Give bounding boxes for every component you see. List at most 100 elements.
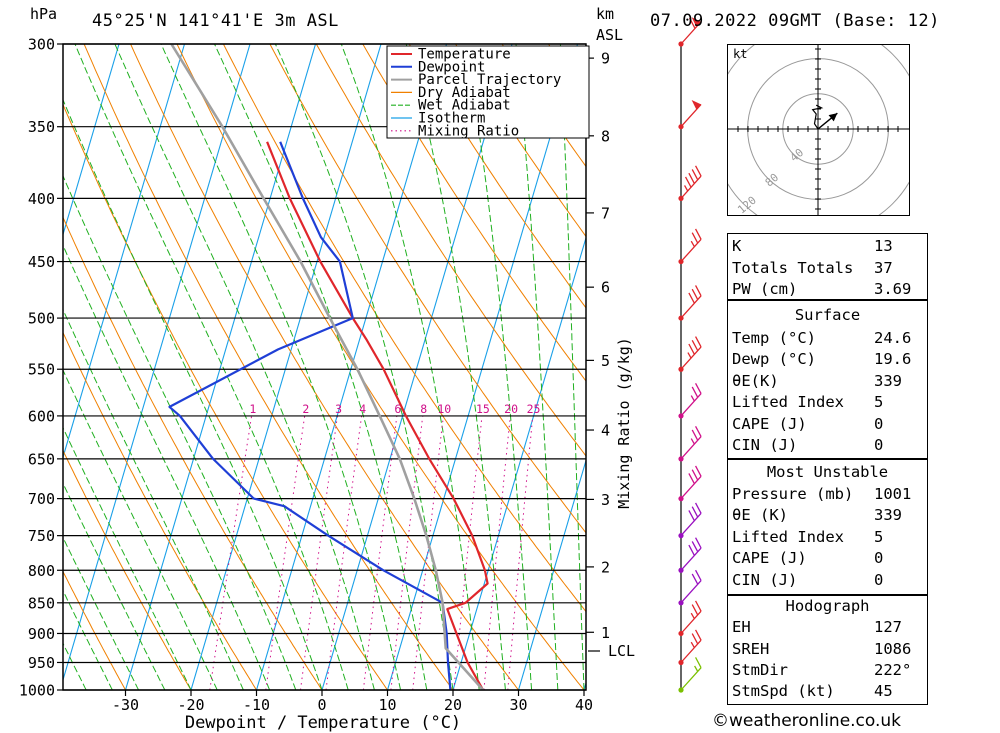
pressure-tick-label: 800 (28, 562, 55, 580)
km-tick-label: 9 (601, 50, 610, 68)
wind-barb-flag (688, 172, 695, 184)
mixing-ratio-label: 8 (420, 402, 427, 416)
wind-barb-staff (680, 610, 702, 634)
wind-barb-flag (695, 502, 702, 514)
mixing-ratio-labels: 1 2 3 4 6 8 10 15 20 25 (249, 402, 540, 416)
pressure-tick-label: 500 (28, 310, 55, 328)
surface-row: CIN (J) 0 (732, 436, 884, 454)
pressure-tick-label: 750 (28, 527, 55, 545)
wind-barb (680, 629, 702, 663)
wind-barb-flag (695, 382, 702, 394)
wind-barb-flag (695, 657, 702, 669)
wind-barb (680, 336, 702, 370)
temperature-tick-label: -30 (112, 696, 139, 714)
credit-link[interactable]: ©weatheronline.co.uk (712, 711, 902, 731)
wind-barb (680, 657, 702, 691)
km-unit-label: km (596, 5, 615, 23)
pressure-tick-label: 450 (28, 253, 55, 271)
wind-barb-staff (680, 667, 702, 691)
wind-barb-flag (695, 465, 702, 477)
surface-row: Temp (°C) 24.6 (732, 329, 912, 347)
wind-barb-flag (691, 506, 699, 518)
pw-row: PW (cm) 3.69 (732, 279, 923, 300)
wet-adiabat-line (74, 44, 349, 690)
wind-barb (680, 165, 702, 199)
wind-barb-flag (691, 169, 699, 181)
km-tick-label: 4 (601, 422, 610, 440)
temperature-tick-label: 0 (317, 696, 326, 714)
wind-barb-half-flag (690, 438, 695, 445)
dry-adiabat-line (63, 216, 323, 690)
wind-barb (680, 99, 702, 128)
dry-adiabat-line (63, 103, 388, 690)
wind-barb-flag (695, 165, 702, 177)
wind-barb-half-flag (690, 641, 695, 648)
mu-row: CAPE (J) 0 (732, 549, 884, 567)
k-index-row: K 13 (732, 236, 923, 257)
wind-barb (680, 285, 702, 319)
wind-barb-staff (680, 103, 702, 128)
wind-barb (680, 382, 702, 417)
index-label: K (732, 237, 742, 255)
dry-adiabat-line (63, 331, 257, 690)
dry-adiabat-line (63, 449, 192, 690)
mu-row: θE (K) 339 (732, 506, 902, 524)
dry-adiabat-line (63, 570, 126, 690)
mixing-ratio-line (300, 415, 338, 690)
wind-barb-flag (688, 510, 695, 522)
wind-barb-staff (680, 175, 702, 199)
km-tick-label: 1 (601, 624, 610, 642)
km-tick-label: 7 (601, 204, 610, 222)
hodo-row: StmSpd (kt) 45 (732, 682, 893, 700)
wind-barb-half-flag (690, 395, 695, 402)
asl-unit-label: ASL (596, 26, 624, 44)
most-unstable-table: Most Unstable Pressure (mb) 1001 θE (K) 33… (727, 459, 928, 595)
legend-entry: Temperature (418, 47, 511, 63)
mixing-ratio-axis-title: Mixing Ratio (g/kg) (615, 337, 633, 509)
wind-barb-half-flag (690, 612, 695, 619)
isotherm-line (63, 44, 120, 237)
hodo-row: SREH 1086 (732, 640, 912, 658)
dry-adiabat-line (362, 44, 586, 382)
wind-barb-staff (680, 580, 702, 604)
wind-barb-flag (695, 285, 702, 297)
index-value: 3.69 (874, 280, 912, 298)
legend-entry: Wet Adiabat (418, 98, 511, 114)
dry-adiabat-line (315, 44, 586, 457)
most-unstable-title: Most Unstable (766, 463, 889, 481)
wind-barb-flag (691, 469, 699, 481)
pressure-tick-labels: 300 350 400 450 500 550 600 650 700 750 800 850 900 9… (19, 36, 55, 700)
wind-barb-staff (680, 639, 702, 663)
wind-barb-flag (688, 292, 695, 304)
wind-barb-half-flag (687, 352, 692, 359)
hodograph-indices-table: Hodograph EH 127 SREH 1086 StmDir 222° StmS… (727, 595, 928, 705)
legend-entry: Mixing Ratio (418, 123, 519, 139)
dry-adiabat-line (222, 44, 586, 613)
isotherm-line (124, 44, 317, 690)
wet-adiabat-line (63, 482, 166, 690)
dry-adiabat-line (455, 44, 586, 238)
pressure-tick-label: 700 (28, 490, 55, 508)
hodograph-ring-label: 120 (735, 194, 759, 215)
temperature-tick-label: 10 (378, 696, 396, 714)
wind-barb (680, 502, 702, 537)
wet-adiabat-line (63, 536, 140, 690)
mixing-ratio-label: 15 (476, 402, 490, 416)
isotherm-line (190, 44, 382, 690)
mixing-ratio-line (390, 415, 424, 690)
wind-barb (680, 537, 702, 571)
pressure-tick-label: 400 (28, 190, 55, 208)
pressure-unit-label: hPa (30, 5, 58, 23)
temperature-tick-label: -20 (177, 696, 204, 714)
hodograph-ring-label: 40 (788, 146, 807, 164)
surface-title: Surface (794, 306, 861, 324)
index-value: 37 (874, 259, 893, 277)
mu-row: Pressure (mb) 1001 (732, 485, 912, 503)
hodograph-unit-label: kt (733, 47, 747, 61)
wind-barb-flag (684, 176, 692, 188)
wind-barb-flag (691, 288, 699, 300)
dry-adiabat-line (83, 44, 454, 690)
surface-row: CAPE (J) 0 (732, 415, 884, 433)
